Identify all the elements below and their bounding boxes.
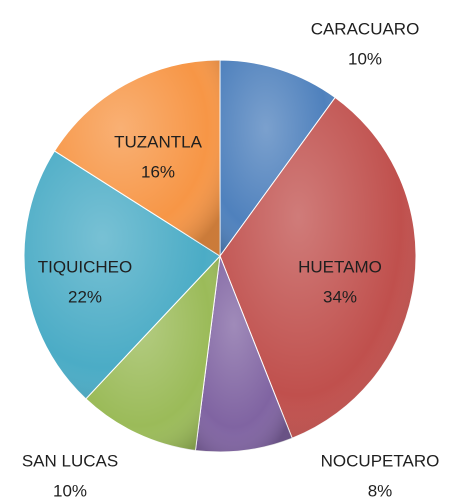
slice-label: SAN LUCAS [22, 451, 118, 470]
slice-value-label: 16% [141, 162, 175, 181]
slice-label: CARACUARO [311, 19, 420, 38]
slice-label: TUZANTLA [114, 132, 203, 151]
slice-value-label: 8% [368, 481, 393, 498]
slice-label: NOCUPETARO [321, 451, 440, 470]
slice-value-label: 22% [68, 287, 102, 306]
slice-value-label: 10% [348, 49, 382, 68]
slice-label: TIQUICHEO [38, 257, 132, 276]
slice-label: HUETAMO [298, 257, 382, 276]
slice-value-label: 34% [323, 287, 357, 306]
slice-value-label: 10% [53, 481, 87, 498]
